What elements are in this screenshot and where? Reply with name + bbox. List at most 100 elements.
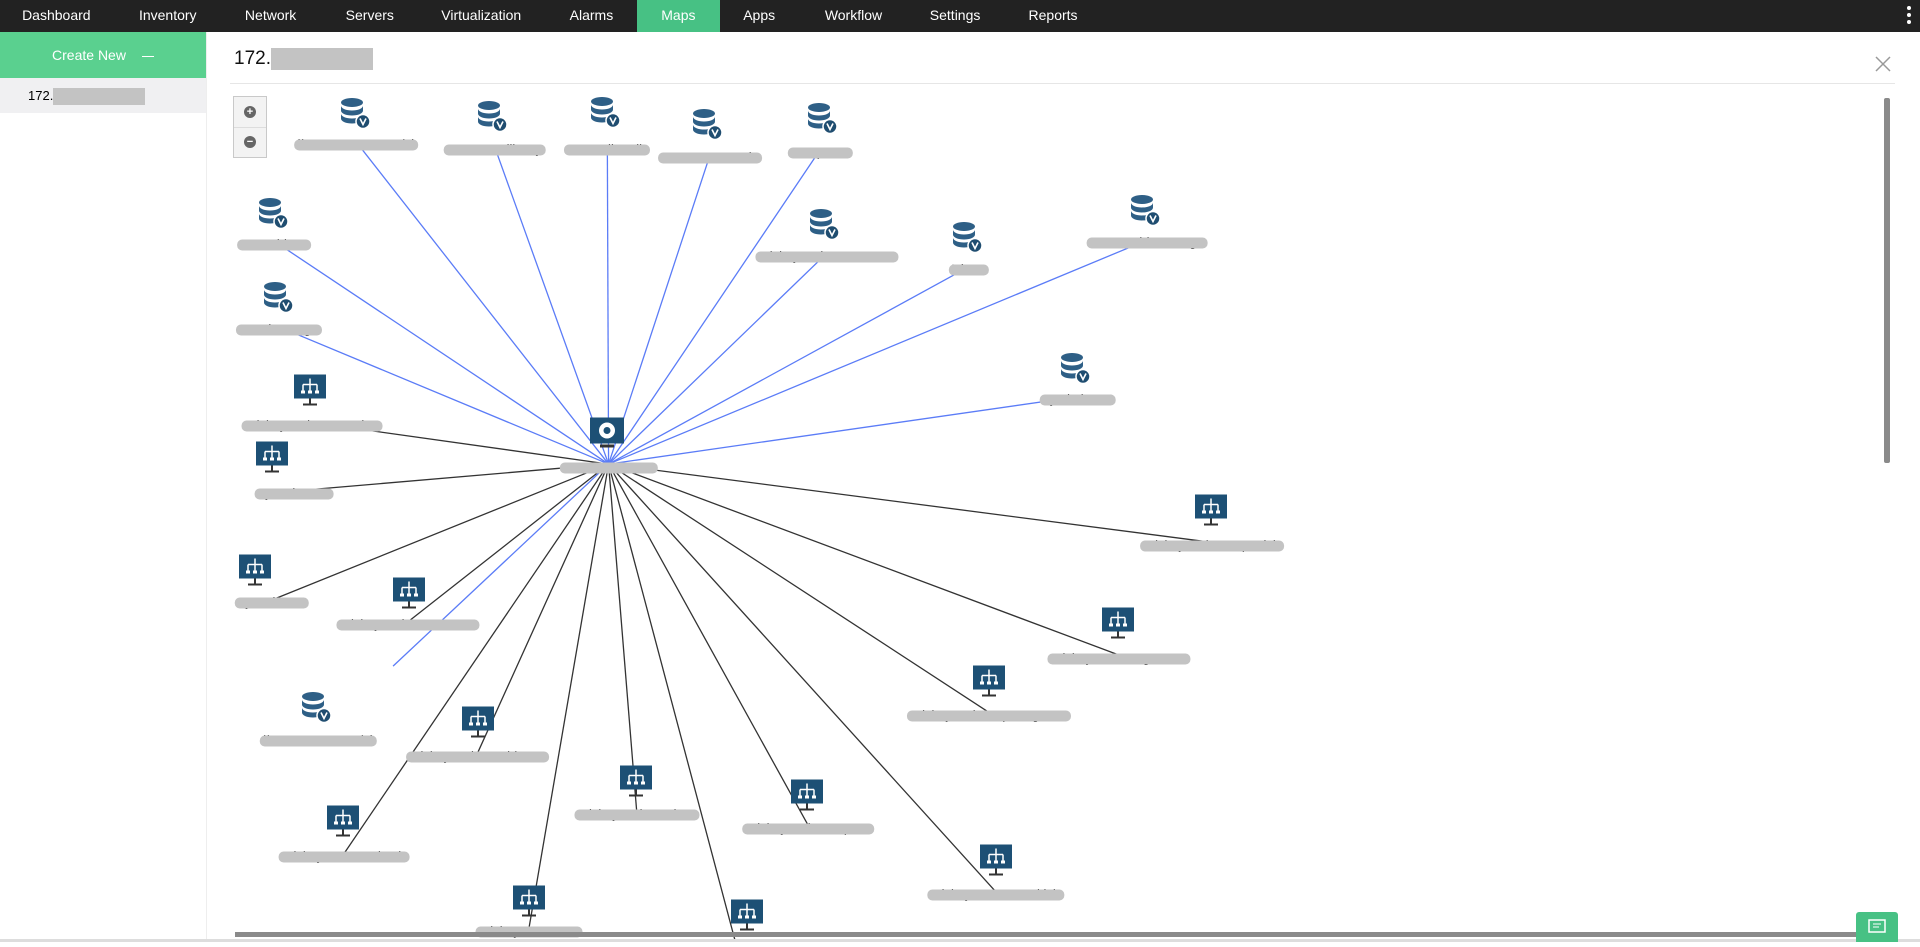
- storage-link: [608, 253, 827, 465]
- vm-monitor-icon[interactable]: [1100, 605, 1136, 646]
- storage-label[interactable]: \\192.168.200.204\d: [294, 136, 418, 152]
- storage-label[interactable]: DVD drives: [237, 236, 311, 252]
- nav-tab-apps[interactable]: Apps: [743, 7, 776, 23]
- zoom-out-button[interactable]: −: [234, 127, 266, 157]
- vm-label[interactable]: sy-w2k16-3: [234, 594, 310, 610]
- vm-monitor-icon[interactable]: [978, 843, 1014, 884]
- storage-icon[interactable]: [690, 108, 724, 147]
- vm-monitor-icon[interactable]: [460, 704, 496, 745]
- vm-label[interactable]: mickey-w2k8r2-chinese: [405, 748, 550, 763]
- top-navigation: Dashboard Inventory Network Servers Virtuali…: [0, 0, 1920, 32]
- vm-link: [607, 464, 638, 812]
- vm-label[interactable]: mickey-w2k12r2-num-1: [336, 616, 480, 632]
- vm-monitor-icon[interactable]: [325, 804, 361, 845]
- create-new-button[interactable]: Create New: [0, 32, 206, 78]
- vm-monitor-icon[interactable]: [511, 883, 547, 924]
- more-options-icon[interactable]: [1907, 6, 1912, 27]
- storage-icon[interactable]: [805, 102, 839, 141]
- storage-link: [278, 326, 609, 465]
- nav-tab-servers[interactable]: Servers: [345, 7, 394, 23]
- storage-link: [608, 266, 969, 465]
- zoom-in-button[interactable]: +: [234, 97, 266, 128]
- storage-icon[interactable]: [475, 99, 509, 138]
- nav-tab-network[interactable]: Network: [244, 7, 297, 23]
- vm-label[interactable]: mickey-w2k8r2-dutch: [278, 848, 410, 864]
- vm-link: [407, 463, 609, 623]
- vm-monitor-icon[interactable]: [1193, 493, 1229, 534]
- minus-circle-icon: −: [244, 136, 256, 148]
- storage-icon[interactable]: [256, 196, 290, 235]
- chat-icon: [1868, 919, 1886, 933]
- vm-link: [608, 463, 1120, 656]
- storage-icon[interactable]: [950, 221, 984, 260]
- sidebar-item-map[interactable]: 172.: [0, 78, 206, 113]
- vm-monitor-icon[interactable]: [237, 553, 273, 594]
- storage-label[interactable]: streamline db: [564, 141, 651, 157]
- nav-tab-workflow[interactable]: Workflow: [824, 7, 883, 23]
- vm-link: [608, 463, 1213, 544]
- nav-tab-dashboard[interactable]: Dashboard: [22, 7, 91, 23]
- storage-label[interactable]: \\172.24.168.200\d: [260, 732, 378, 748]
- vm-monitor-icon[interactable]: [391, 576, 427, 617]
- sidebar: Create New 172.: [0, 32, 207, 942]
- vm-monitor-icon[interactable]: [729, 898, 765, 939]
- bottom-border: [0, 939, 1920, 942]
- vm-monitor-icon[interactable]: [292, 373, 328, 414]
- vm-monitor-icon[interactable]: [618, 763, 654, 804]
- vm-monitor-icon[interactable]: [789, 778, 825, 819]
- storage-icon[interactable]: [588, 96, 622, 135]
- hypervisor-host-icon[interactable]: [589, 416, 625, 455]
- vm-link: [607, 463, 736, 940]
- storage-label[interactable]: sysdmin-w7: [1039, 391, 1116, 407]
- storage-label[interactable]: Removable storage: [1086, 234, 1208, 250]
- horizontal-scrollbar[interactable]: [235, 932, 1885, 937]
- nav-tab-inventory[interactable]: Inventory: [138, 7, 197, 23]
- storage-icon[interactable]: [299, 691, 333, 730]
- header-divider: [230, 83, 1895, 84]
- vm-label[interactable]: mickey-w2k8r2-spa-1: [742, 820, 874, 836]
- storage-icon[interactable]: [807, 207, 841, 246]
- vertical-scrollbar[interactable]: [1884, 98, 1890, 463]
- storage-label[interactable]: Local storage: [236, 321, 323, 337]
- vm-label[interactable]: mickey-w2k8r2-german: [1047, 650, 1191, 666]
- vm-monitor-icon[interactable]: [254, 440, 290, 481]
- vm-label[interactable]: mickey-w2k8r2-spanish: [1140, 537, 1284, 553]
- vm-label[interactable]: mickey-w2k8r2-turkish: [926, 886, 1065, 902]
- storage-link: [608, 396, 1078, 465]
- create-new-label: Create New: [52, 47, 126, 63]
- vm-link: [608, 463, 990, 714]
- hub-label[interactable]: 172.24.168.160: [559, 459, 659, 475]
- storage-label[interactable]: CIFS ISO library: [443, 141, 546, 157]
- storage-label[interactable]: XenCenter Tools: [658, 149, 763, 165]
- nav-tab-alarms[interactable]: Alarms: [569, 7, 614, 23]
- vm-label[interactable]: mickey-w2k8r2-portuguese: [907, 707, 1072, 723]
- nav-tab-settings[interactable]: Settings: [929, 7, 981, 23]
- collapse-icon[interactable]: [141, 55, 154, 57]
- nav-tab-reports[interactable]: Reports: [1028, 7, 1078, 23]
- vm-monitor-icon[interactable]: [971, 664, 1007, 705]
- chat-button[interactable]: [1856, 912, 1898, 942]
- storage-label[interactable]: comp test: [788, 144, 853, 160]
- zoom-controls: + −: [233, 96, 267, 158]
- nav-tab-maps[interactable]: Maps: [661, 7, 696, 23]
- vm-label[interactable]: sy-w2k8r2-1: [254, 485, 334, 501]
- page-title: 172.: [234, 48, 373, 70]
- active-tab-highlight: [637, 0, 720, 32]
- storage-link: [392, 463, 610, 667]
- storage-icon[interactable]: [1058, 352, 1092, 391]
- plus-circle-icon: +: [244, 106, 256, 118]
- vm-label[interactable]: mickey-w2k8r2-russian: [241, 417, 383, 433]
- storage-label[interactable]: mickey-w2k12r2-num-1: [754, 248, 899, 264]
- close-icon[interactable]: [1873, 54, 1893, 74]
- storage-icon[interactable]: [1128, 194, 1162, 233]
- sidebar-item-label: 172.: [28, 78, 146, 113]
- storage-label[interactable]: Vitest: [948, 261, 990, 277]
- vm-link: [528, 463, 610, 929]
- storage-icon[interactable]: [338, 97, 372, 136]
- storage-link: [608, 149, 821, 465]
- vm-label[interactable]: mickey-w2k8r2-de-1: [574, 806, 700, 822]
- nav-tab-virtualization[interactable]: Virtualization: [441, 7, 522, 23]
- vm-link: [343, 463, 610, 854]
- storage-link: [355, 141, 610, 465]
- storage-icon[interactable]: [261, 281, 295, 320]
